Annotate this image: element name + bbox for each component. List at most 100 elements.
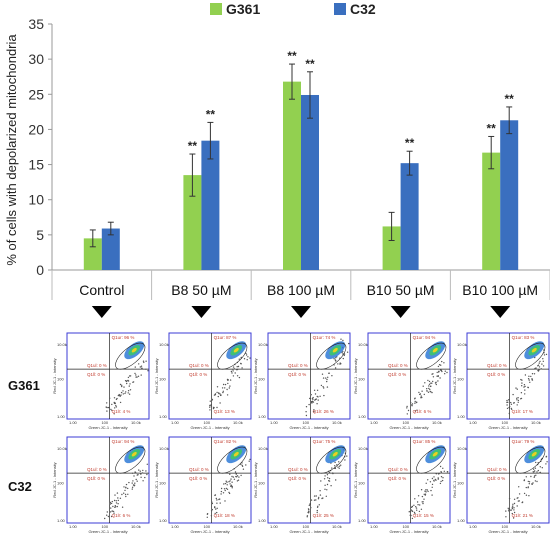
scatter-dot	[240, 474, 242, 477]
scatter-dot	[413, 511, 416, 514]
scatter-dot	[323, 478, 326, 480]
y-axis-title: Red JC-1 - Intensity	[253, 358, 258, 393]
scatter-dot	[236, 475, 239, 477]
y-tick-label: 1.00	[258, 414, 267, 419]
y-tick-label: 100	[258, 480, 265, 485]
x-tick-label: 10.0k	[531, 420, 541, 425]
scatter-dot	[543, 354, 546, 356]
scatter-dot	[224, 482, 227, 485]
x-axis-title: Green JC-1 - Intensity	[190, 425, 229, 430]
scatter-dot	[140, 365, 143, 367]
scatter-dot	[236, 366, 238, 368]
scatter-dot	[209, 404, 211, 407]
scatter-dot	[431, 382, 433, 384]
x-axis-title: Green JC-1 - Intensity	[289, 529, 328, 534]
category-label: Control	[79, 282, 124, 298]
scatter-dot	[143, 361, 145, 364]
scatter-dot	[135, 478, 137, 481]
density-core	[432, 451, 438, 457]
scatter-dot	[423, 393, 425, 396]
scatter-dot	[319, 490, 321, 492]
scatter-dot	[232, 375, 235, 377]
scatter-dot	[142, 480, 144, 482]
scatter-dot	[338, 465, 341, 467]
x-tick-label: 10.0k	[332, 420, 342, 425]
chart-axes: 0 5 10 15 20 25 30 35 Control B8 50 µM B8 100 µM B1…	[28, 16, 550, 300]
scatter-dot	[513, 511, 516, 514]
scatter-dot	[414, 400, 416, 403]
scatter-dot	[113, 499, 116, 502]
scatter-dot	[545, 455, 548, 458]
scatter-dot	[219, 498, 221, 500]
scatter-dot	[507, 507, 509, 509]
scatter-dot	[230, 370, 233, 373]
bar-c32	[201, 140, 220, 270]
scatter-dot	[327, 477, 329, 479]
scatter-dot	[408, 511, 410, 513]
y-tick-label: 10.0k	[258, 446, 268, 451]
scatter-dot	[323, 394, 325, 397]
scatter-dot	[336, 464, 338, 466]
y-tick-label: 10.0k	[258, 342, 268, 347]
scatter-dot	[444, 373, 446, 375]
density-core	[233, 451, 239, 457]
scatter-dot	[407, 409, 410, 412]
scatter-dot	[310, 507, 312, 509]
scatter-dot	[424, 382, 426, 384]
scatter-dot	[431, 477, 434, 480]
scatter-dot	[426, 489, 428, 491]
scatter-dot	[340, 464, 342, 466]
y-axis-title: Red JC-1 - Intensity	[353, 358, 358, 393]
scatter-dot	[418, 391, 420, 394]
category-label: B8 100 µM	[267, 282, 335, 298]
scatter-dot	[328, 480, 330, 482]
scatter-dot	[229, 480, 231, 482]
scatter-dot	[424, 490, 426, 492]
scatter-dot	[525, 476, 527, 478]
scatter-dot	[117, 499, 120, 502]
scatter-dot	[139, 470, 141, 472]
flow-panel: Q1ur: 87 % Q1ul: 0 % Q1ll: 0 % Q1lr: 13 % 1.…	[154, 332, 252, 430]
y-tick-label: 0	[36, 262, 44, 278]
scatter-dot	[125, 495, 127, 498]
scatter-dot	[528, 483, 530, 485]
scatter-dot	[432, 373, 434, 375]
down-arrow-icon	[291, 306, 311, 318]
scatter-dot	[131, 488, 133, 490]
scatter-dot	[527, 378, 530, 380]
scatter-dot	[546, 461, 548, 463]
scatter-dot	[115, 502, 118, 504]
scatter-dot	[542, 365, 545, 367]
scatter-dot	[343, 354, 345, 357]
x-tick-label: 1.00	[69, 524, 78, 529]
scatter-dot	[422, 502, 424, 505]
scatter-dot	[210, 515, 213, 517]
scatter-dot	[311, 402, 313, 404]
scatter-dot	[312, 398, 314, 400]
scatter-dot	[240, 362, 242, 365]
quadrant-lower-right-label: Q1lr: 4 %	[112, 409, 131, 414]
scatter-dot	[439, 377, 441, 379]
x-axis-title: Green JC-1 - Intensity	[488, 529, 527, 534]
scatter-dot	[113, 512, 115, 514]
scatter-dot	[322, 386, 324, 388]
scatter-dot	[537, 364, 540, 366]
scatter-dot	[531, 483, 533, 485]
scatter-dot	[425, 482, 427, 484]
x-tick-label: 1.00	[69, 420, 78, 425]
scatter-dot	[222, 492, 225, 494]
scatter-dot	[414, 410, 417, 412]
scatter-dot	[325, 377, 327, 379]
scatter-dot	[414, 398, 416, 400]
scatter-dot	[420, 397, 422, 399]
scatter-dot	[518, 486, 520, 488]
scatter-dot	[312, 401, 315, 403]
scatter-dot	[517, 497, 519, 499]
scatter-dot	[431, 494, 433, 496]
scatter-dot	[110, 507, 112, 509]
scatter-dot	[425, 491, 427, 493]
scatter-dot	[542, 358, 544, 360]
scatter-dot	[338, 461, 340, 463]
x-axis-title: Green JC-1 - Intensity	[88, 529, 127, 534]
scatter-dot	[509, 509, 511, 511]
